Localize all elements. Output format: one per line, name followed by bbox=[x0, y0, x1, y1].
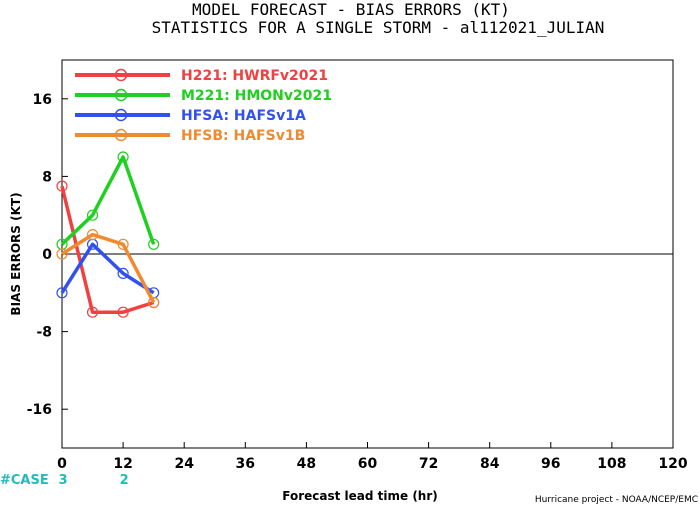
x-axis-label: Forecast lead time (hr) bbox=[282, 489, 438, 503]
data-point bbox=[56, 180, 68, 192]
case-label: #CASE bbox=[0, 473, 49, 488]
data-point bbox=[86, 229, 99, 241]
y-tick-label: 8 bbox=[42, 169, 52, 185]
credit-text: Hurricane project - NOAA/NCEP/EMC bbox=[535, 495, 698, 505]
x-axis-ticks: 0 12 24 36 48 60 72 84 96 108 120 bbox=[57, 442, 688, 472]
legend-label: M221: HMONv2021 bbox=[181, 88, 332, 104]
x-tick-label: 36 bbox=[236, 456, 255, 472]
data-point bbox=[148, 296, 160, 309]
case-count: 2 bbox=[120, 473, 129, 488]
data-point bbox=[117, 267, 129, 279]
x-tick-label: 120 bbox=[658, 456, 687, 472]
series-line bbox=[60, 185, 155, 314]
y-tick-label: -16 bbox=[27, 402, 52, 418]
x-tick-label: 60 bbox=[358, 456, 378, 472]
series-line bbox=[61, 232, 156, 304]
y-tick-label: 16 bbox=[33, 92, 52, 108]
x-tick-label: 108 bbox=[597, 456, 626, 472]
data-point bbox=[117, 238, 129, 250]
data-point bbox=[117, 151, 129, 163]
x-tick-label: 0 bbox=[57, 456, 67, 472]
data-point bbox=[117, 306, 129, 318]
legend-marker bbox=[114, 68, 128, 82]
x-tick-label: 72 bbox=[419, 456, 438, 472]
y-axis-ticks: 16 8 0 -8 -16 bbox=[27, 92, 68, 418]
y-tick-label: 0 bbox=[42, 247, 52, 263]
x-tick-label: 24 bbox=[174, 456, 194, 472]
chart-title-line1: MODEL FORECAST - BIAS ERRORS (KT) bbox=[192, 0, 510, 19]
series-line bbox=[60, 155, 156, 246]
x-tick-label: 48 bbox=[297, 456, 316, 472]
data-point bbox=[86, 306, 99, 318]
legend-marker bbox=[114, 128, 128, 142]
legend: H221: HWRFv2021 M221: HMONv2021 HFSA: HAFS… bbox=[75, 68, 332, 144]
series-layer bbox=[56, 151, 160, 318]
x-tick-label: 96 bbox=[541, 456, 560, 472]
series-line bbox=[60, 242, 155, 295]
data-point bbox=[56, 248, 68, 260]
y-axis-label: BIAS ERRORS (KT) bbox=[9, 192, 23, 315]
x-tick-label: 12 bbox=[113, 456, 132, 472]
legend-marker bbox=[114, 108, 128, 122]
data-point bbox=[86, 209, 99, 221]
x-tick-label: 84 bbox=[480, 456, 500, 472]
data-point bbox=[56, 287, 68, 299]
y-tick-label: -8 bbox=[36, 325, 52, 341]
legend-label: HFSA: HAFSv1A bbox=[181, 108, 306, 124]
legend-label: HFSB: HAFSv1B bbox=[181, 128, 305, 144]
data-point bbox=[148, 238, 160, 250]
case-count: 3 bbox=[58, 473, 67, 488]
chart-title-line2: STATISTICS FOR A SINGLE STORM - al112021… bbox=[152, 18, 605, 37]
legend-label: H221: HWRFv2021 bbox=[181, 68, 328, 84]
legend-marker bbox=[114, 88, 128, 102]
